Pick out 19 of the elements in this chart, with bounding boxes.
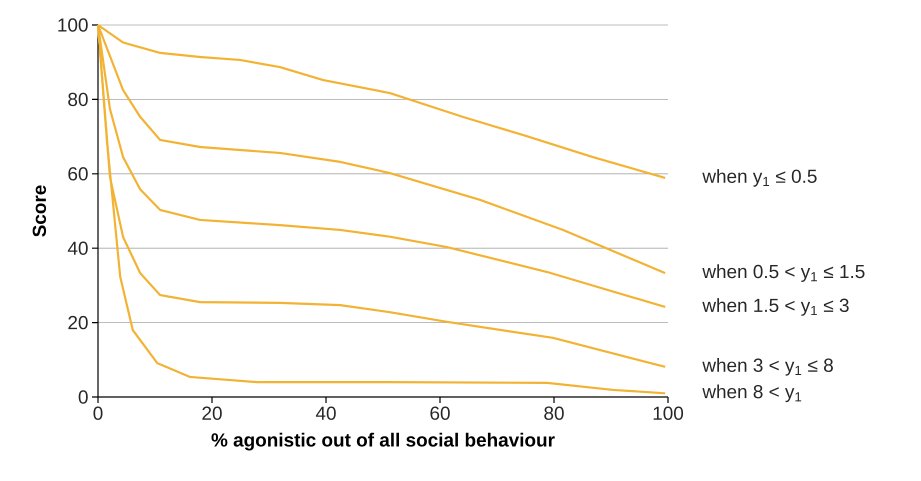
series-label: when y$_{1}$ ≤ 0.5 — [702, 169, 817, 187]
y-tick-label: 40 — [68, 241, 88, 255]
y-tick-label: 100 — [58, 18, 88, 32]
x-tick-label: 100 — [654, 406, 684, 420]
series-label: when 3 < y$_{1}$ ≤ 8 — [702, 358, 833, 376]
y-axis-title: Score — [32, 185, 46, 237]
x-tick-label: 0 — [93, 406, 103, 420]
x-tick-label: 20 — [202, 406, 222, 420]
x-axis-title: % agonistic out of all social behaviour — [212, 432, 555, 450]
y-tick-label: 0 — [78, 390, 88, 404]
y-tick-label: 20 — [68, 316, 88, 330]
y-tick-label: 60 — [68, 167, 88, 180]
series-label: when 1.5 < y$_{1}$ ≤ 3 — [702, 298, 849, 316]
x-tick-label: 80 — [544, 406, 564, 420]
y-tick-label: 80 — [68, 92, 88, 106]
series-label: when 0.5 < y$_{1}$ ≤ 1.5 — [702, 264, 864, 282]
x-tick-label: 60 — [430, 406, 450, 420]
series-label: when 8 < y$_{1}$ — [702, 384, 802, 402]
x-tick-label: 40 — [316, 406, 336, 420]
